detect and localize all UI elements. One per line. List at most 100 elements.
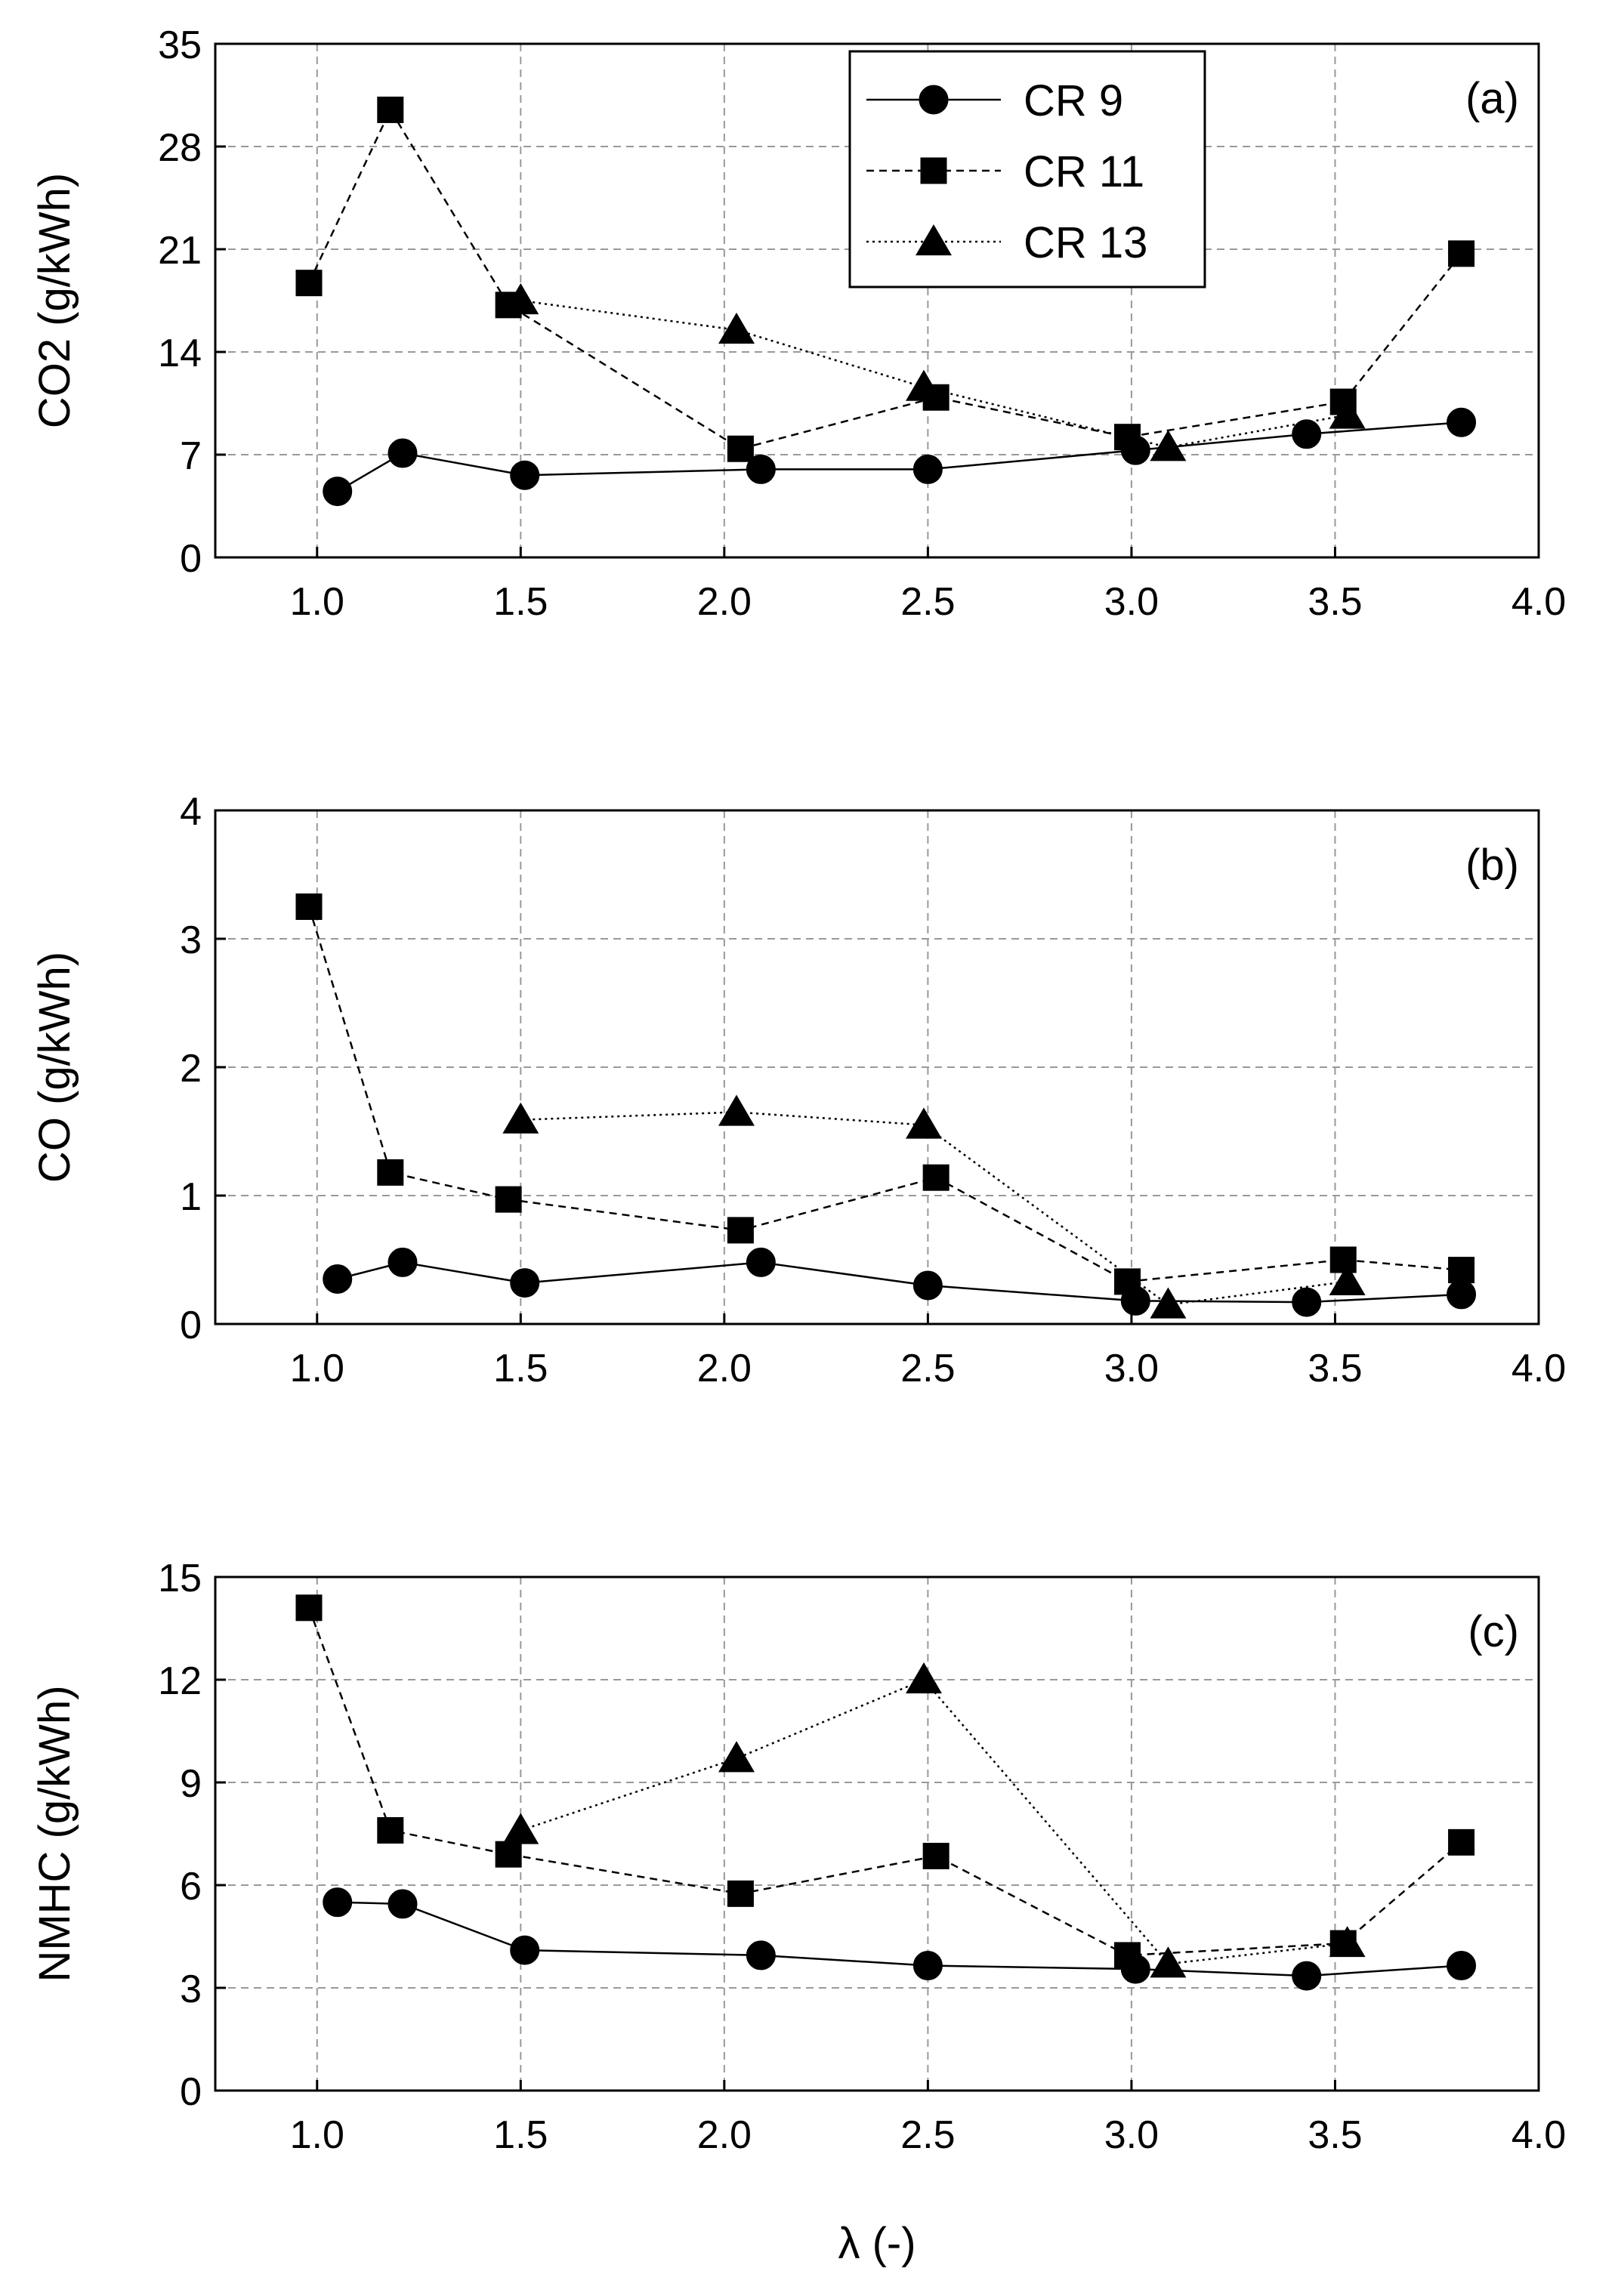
data-point — [912, 1270, 943, 1301]
y-tick-label: 1 — [180, 1175, 202, 1219]
data-point — [388, 1247, 418, 1277]
panel-label: (b) — [1465, 841, 1519, 890]
data-point — [1447, 1279, 1477, 1310]
x-tick-label: 3.0 — [1104, 2113, 1159, 2157]
data-point — [746, 1940, 776, 1970]
y-axis-title: NMHC (g/kWh) — [30, 1685, 79, 1982]
series-cr-13 — [502, 1094, 1366, 1319]
y-tick-label: 21 — [158, 229, 202, 273]
x-tick-label: 1.5 — [493, 2113, 548, 2157]
data-point — [323, 477, 353, 507]
x-tick-label: 1.0 — [290, 2113, 344, 2157]
panel-label: (a) — [1465, 74, 1519, 123]
data-point — [510, 1268, 540, 1298]
data-point — [746, 454, 776, 484]
legend-box — [848, 50, 1206, 289]
x-tick-label: 1.5 — [493, 1347, 548, 1390]
data-point — [388, 438, 418, 468]
data-point — [912, 454, 943, 484]
data-point — [295, 270, 323, 297]
x-tick-label: 3.5 — [1308, 2113, 1362, 2157]
x-tick-label: 3.5 — [1308, 580, 1362, 624]
y-tick-label: 7 — [180, 434, 202, 478]
data-point — [1150, 1946, 1187, 1978]
series-cr-9 — [323, 1247, 1477, 1317]
legend-marker — [919, 85, 949, 115]
series-line — [520, 1678, 1348, 1965]
data-point — [295, 1594, 323, 1622]
data-point — [718, 1741, 755, 1773]
data-point — [1329, 397, 1366, 429]
series-line — [520, 299, 1348, 449]
data-point — [727, 435, 754, 462]
data-point — [1114, 1942, 1141, 1969]
data-point — [922, 1164, 949, 1191]
data-point — [906, 1662, 942, 1694]
data-point — [323, 1887, 353, 1918]
x-axis-title: λ (-) — [838, 2219, 916, 2268]
series-cr-9 — [323, 407, 1477, 507]
x-tick-label: 1.5 — [493, 580, 548, 624]
y-tick-label: 0 — [180, 2070, 202, 2114]
x-tick-label: 2.0 — [697, 1347, 752, 1390]
data-point — [323, 1264, 353, 1294]
series-line — [337, 1261, 1462, 1304]
y-tick-label: 6 — [180, 1865, 202, 1909]
legend-label: CR 11 — [1024, 147, 1144, 196]
data-point — [502, 1102, 539, 1134]
series-cr-13 — [502, 283, 1366, 461]
data-point — [727, 1217, 754, 1244]
data-point — [495, 1841, 522, 1868]
x-tick-label: 2.5 — [900, 2113, 955, 2157]
y-tick-label: 0 — [180, 1304, 202, 1347]
data-point — [510, 460, 540, 490]
legend-marker — [916, 224, 952, 256]
series-line — [307, 906, 1462, 1283]
data-point — [1292, 1961, 1322, 1991]
data-point — [388, 1889, 418, 1919]
x-tick-label: 4.0 — [1511, 580, 1566, 624]
series-cr-9 — [323, 1887, 1477, 1991]
y-tick-label: 2 — [180, 1047, 202, 1091]
y-axis-title: CO (g/kWh) — [30, 952, 79, 1183]
data-point — [922, 1842, 949, 1869]
series-line — [307, 107, 1462, 450]
y-tick-label: 9 — [180, 1762, 202, 1806]
data-point — [1447, 407, 1477, 437]
data-point — [1448, 240, 1475, 267]
x-tick-label: 2.5 — [900, 1347, 955, 1390]
series-line — [337, 421, 1462, 492]
plot-frame — [214, 1575, 1540, 2092]
data-point — [906, 1107, 942, 1139]
data-point — [377, 1816, 404, 1844]
data-point — [495, 1186, 522, 1213]
data-point — [906, 369, 942, 401]
chart-panel-b: 1.0 1.5 2.0 2.5 3.0 3.5 4.0 0 1 2 3 4 CO (g/kWh) (b) — [30, 790, 1566, 1390]
data-point — [1329, 1246, 1357, 1273]
data-point — [718, 1094, 755, 1126]
x-tick-label: 1.0 — [290, 580, 344, 624]
series-cr-11 — [295, 1594, 1475, 1969]
y-tick-label: 15 — [158, 1557, 202, 1600]
data-point — [510, 1935, 540, 1965]
y-tick-label: 3 — [180, 918, 202, 962]
data-point — [1292, 419, 1322, 449]
x-tick-label: 4.0 — [1511, 1347, 1566, 1390]
panel-label: (c) — [1468, 1607, 1519, 1656]
plot-frame — [214, 42, 1540, 559]
data-point — [1292, 1287, 1322, 1317]
data-point — [377, 96, 404, 123]
y-axis-title: CO2 (g/kWh) — [30, 173, 79, 428]
data-point — [377, 1159, 404, 1186]
data-point — [746, 1247, 776, 1277]
data-point — [502, 283, 539, 315]
data-point — [295, 893, 323, 920]
data-point — [1448, 1257, 1475, 1284]
x-tick-label: 3.5 — [1308, 1347, 1362, 1390]
legend-label: CR 9 — [1024, 76, 1123, 125]
series-line — [307, 1607, 1462, 1957]
x-tick-label: 2.0 — [697, 580, 752, 624]
chart-panel-c: 1.0 1.5 2.0 2.5 3.0 3.5 4.0 0 3 6 9 12 15 NMHC (g/kWh… — [30, 1557, 1566, 2268]
legend: CR 9 CR 11 CR 13 — [848, 50, 1206, 289]
